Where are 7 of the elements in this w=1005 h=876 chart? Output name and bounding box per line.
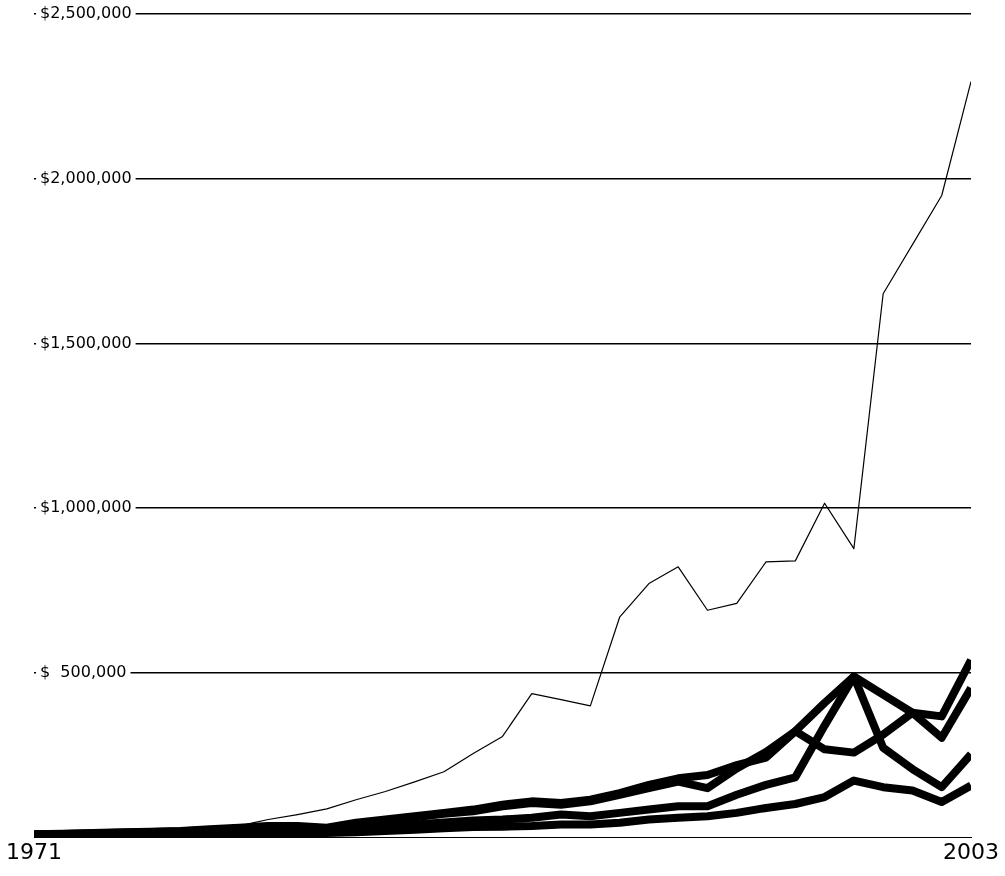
y-tick-label: $ 500,000: [40, 662, 127, 682]
x-tick-label: 2003: [943, 838, 999, 864]
y-tick-label: $1,000,000: [40, 497, 132, 517]
y-tick-label: $1,500,000: [40, 332, 132, 352]
y-tick-label: $2,500,000: [40, 3, 132, 23]
y-tick-label: $2,000,000: [40, 167, 132, 187]
x-tick-label: 1971: [6, 838, 62, 864]
